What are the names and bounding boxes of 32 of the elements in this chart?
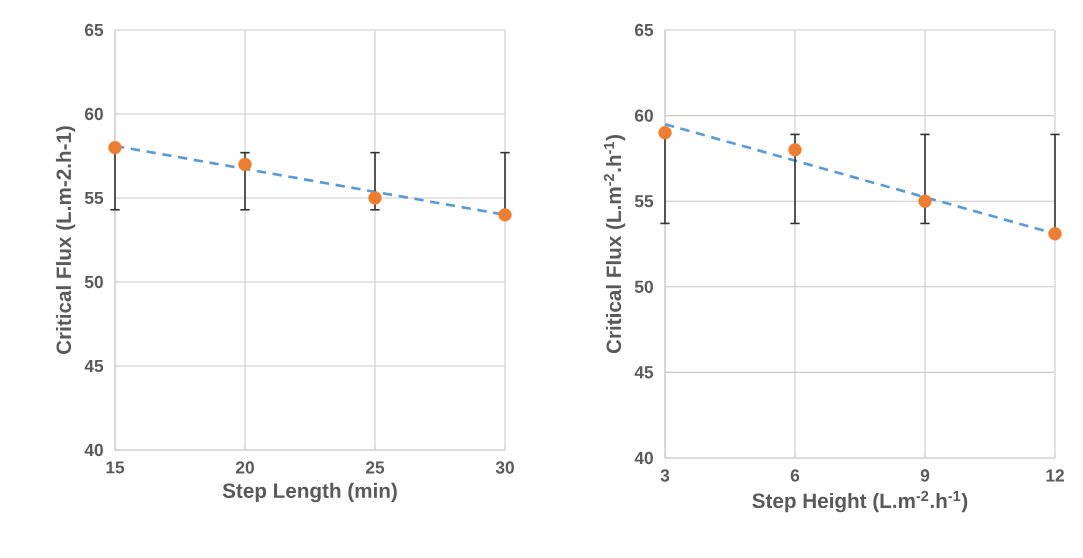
y-tick-label: 55 (634, 195, 654, 208)
x-tick-label: 6 (790, 469, 800, 482)
y-tick-label: 60 (84, 107, 103, 121)
x-tick-label: 25 (365, 461, 385, 474)
point (498, 208, 512, 222)
point (918, 194, 932, 208)
point (788, 143, 802, 157)
y-tick-label: 45 (84, 359, 104, 373)
y-tick-label: 65 (634, 23, 654, 37)
point (1048, 227, 1062, 241)
x-tick-label: 30 (495, 461, 514, 474)
y-tick-label: 45 (634, 366, 654, 379)
x-tick-label: 12 (1046, 469, 1064, 482)
point (368, 191, 382, 205)
y-tick-label: 55 (84, 191, 104, 205)
x-tick-label: 15 (106, 461, 125, 474)
x-tick-label: 20 (235, 461, 254, 474)
point (108, 140, 122, 155)
y-axis-title: Critical Flux (L.m$^{-2}$.h$^{-1}$) (603, 135, 626, 354)
x-axis-title: Step Length (min) (222, 482, 397, 503)
y-tick-label: 40 (84, 443, 103, 457)
y-axis-title: Critical Flux (L.m-2.h-1) (55, 126, 76, 354)
y-tick-label: 40 (634, 451, 653, 465)
x-tick-label: 3 (660, 469, 670, 482)
y-tick-label: 50 (84, 275, 103, 289)
y-tick-label: 65 (84, 23, 104, 37)
y-tick-label: 60 (634, 109, 653, 122)
point (238, 157, 252, 172)
y-tick-label: 50 (634, 280, 653, 293)
point (658, 126, 672, 140)
x-tick-label: 9 (920, 469, 930, 482)
x-axis-title: Step Height (L.m$^{-2}$.h$^{-1}$) (752, 490, 968, 513)
